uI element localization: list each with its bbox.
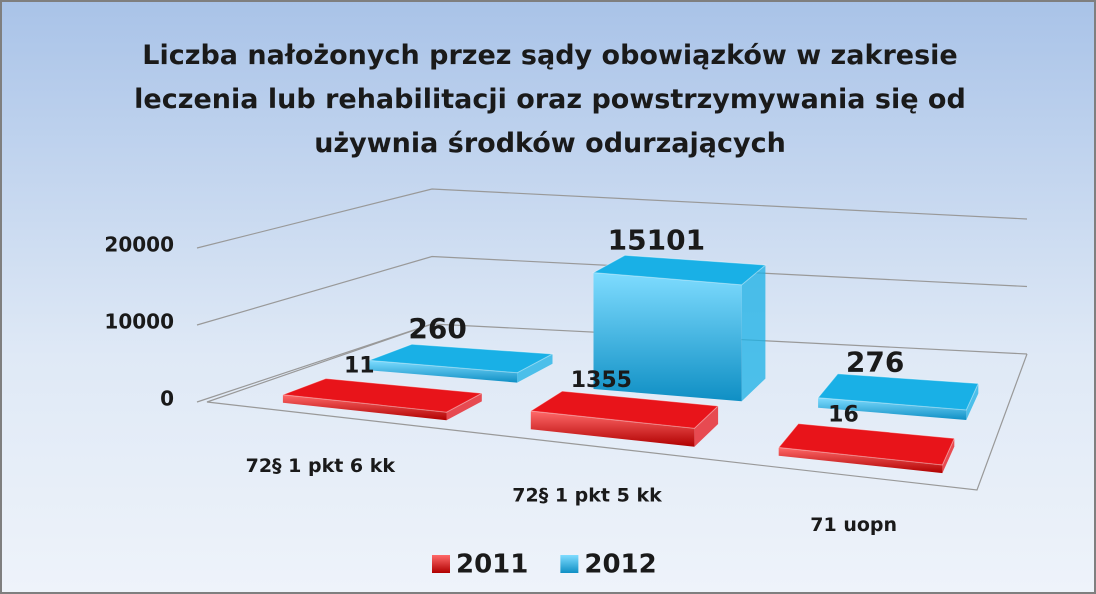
value-label: 260 [408, 312, 466, 345]
value-label: 1355 [571, 368, 632, 393]
bar-side [966, 383, 979, 420]
bar [777, 423, 956, 474]
y-tick-label: 20000 [104, 233, 174, 257]
bar-side [694, 406, 719, 447]
bar-top [591, 254, 767, 286]
bar [817, 373, 980, 420]
bar-front [368, 360, 518, 383]
bar [529, 390, 720, 447]
chart-title: Liczba nałożonych przez sądy obowiązków … [134, 40, 966, 159]
bar-top [777, 423, 956, 466]
bar [368, 343, 555, 383]
bar-front [593, 272, 742, 402]
bar-side [942, 438, 955, 474]
y-tick-label: 10000 [104, 310, 174, 334]
legend-label: 2012 [584, 550, 656, 580]
bar-side [446, 393, 482, 421]
bar [591, 254, 767, 402]
x-tick-label: 71 uopn [810, 514, 897, 536]
bar-top [368, 343, 555, 374]
bar-side [517, 354, 553, 383]
legend-swatch [560, 555, 579, 573]
bar-front [282, 394, 447, 421]
y-tick-label: 0 [160, 387, 174, 411]
bar-front [818, 397, 967, 420]
floor-edge [206, 323, 1028, 491]
bar-top [282, 377, 484, 413]
value-label: 11 [344, 354, 375, 379]
value-label: 16 [828, 403, 859, 428]
grid-line [196, 255, 1028, 326]
bar-front [778, 447, 943, 474]
bar-side [741, 265, 766, 402]
bar-front [530, 411, 695, 447]
grid-line [196, 323, 1028, 403]
value-label: 15101 [608, 223, 705, 256]
legend-label: 2011 [456, 550, 528, 580]
value-label: 276 [846, 345, 904, 378]
bar [282, 377, 484, 421]
x-tick-label: 72§ 1 pkt 5 kk [512, 485, 662, 507]
legend-swatch [432, 555, 450, 573]
bar-top [817, 373, 980, 411]
x-tick-label: 72§ 1 pkt 6 kk [246, 455, 396, 477]
grid-line [196, 188, 1028, 249]
bar-top [529, 390, 720, 429]
